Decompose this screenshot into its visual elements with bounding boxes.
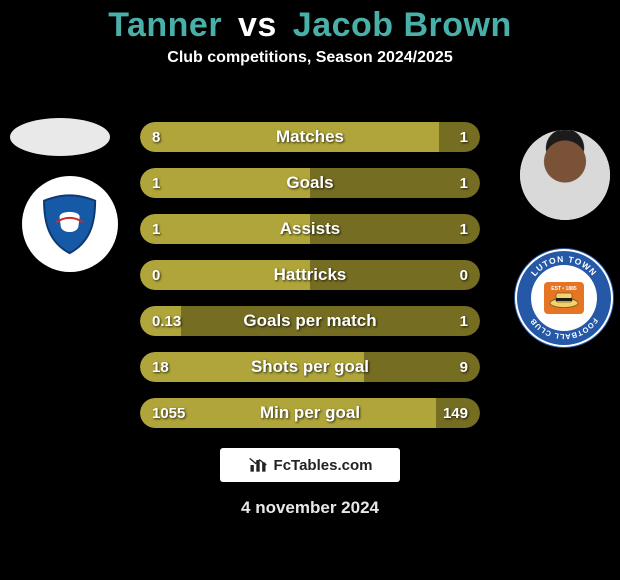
comparison-title: Tanner vs Jacob Brown [0,0,620,45]
stat-row: 18 9 Shots per goal [140,352,480,382]
stat-bar-left [140,122,439,152]
round-badge-icon: LUTON TOWN FOOTBALL CLUB EST • 1885 [514,248,614,348]
stat-row: 0 0 Hattricks [140,260,480,290]
vs-separator: vs [238,6,277,44]
stat-row: 1 1 Goals [140,168,480,198]
club-right-est: EST • 1885 [551,286,577,292]
footer-date: 4 november 2024 [0,498,620,518]
shield-icon [36,190,103,257]
player-right-name: Jacob Brown [293,6,512,44]
bar-chart-icon [248,455,268,475]
stat-row: 8 1 Matches [140,122,480,152]
comparison-rows: 8 1 Matches 1 1 Goals 1 1 Assists 0 0 Ha… [140,122,480,444]
stat-bar-left [140,260,310,290]
stat-bar-left [140,398,436,428]
player-left-avatar [10,118,110,156]
avatar-face-placeholder [520,130,610,220]
comparison-subtitle: Club competitions, Season 2024/2025 [0,49,620,67]
watermark: FcTables.com [220,448,400,482]
player-left-name: Tanner [108,6,222,44]
stat-bar-right [364,352,480,382]
stat-bar-right [436,398,480,428]
stat-bar-left [140,306,181,336]
stat-bar-left [140,214,310,244]
stat-row: 1 1 Assists [140,214,480,244]
club-left-badge [22,176,118,272]
player-right-avatar [520,130,610,220]
stat-bar-left [140,352,364,382]
stat-row: 0.13 1 Goals per match [140,306,480,336]
stat-row: 1055 149 Min per goal [140,398,480,428]
club-right-badge: LUTON TOWN FOOTBALL CLUB EST • 1885 [514,248,614,348]
stat-bar-right [310,260,480,290]
stat-bar-right [439,122,480,152]
watermark-text: FcTables.com [274,457,373,474]
stat-bar-right [181,306,480,336]
stat-bar-right [310,168,480,198]
stat-bar-right [310,214,480,244]
stat-bar-left [140,168,310,198]
